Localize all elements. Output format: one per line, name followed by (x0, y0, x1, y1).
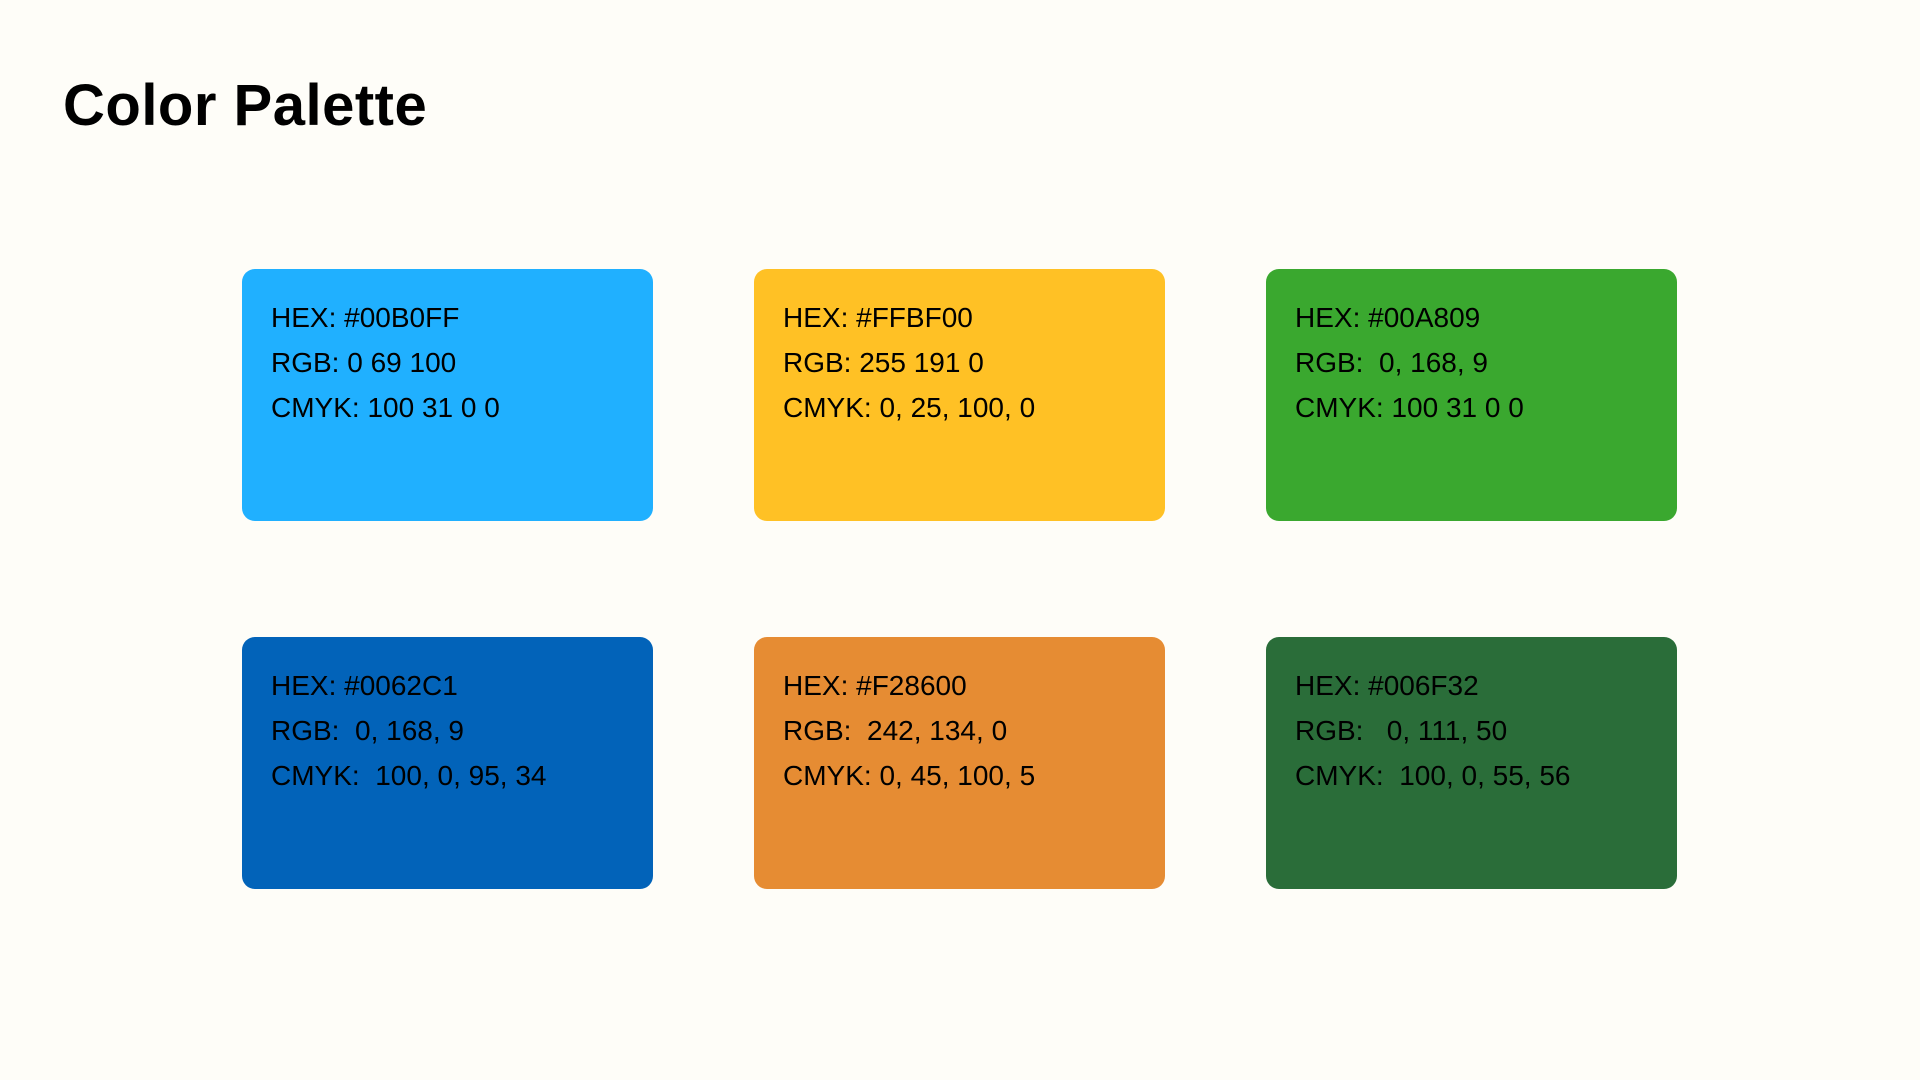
cmyk-value: CMYK: 100 31 0 0 (1295, 392, 1524, 423)
hex-value: HEX: #00B0FF (271, 302, 460, 333)
rgb-value: RGB: 0, 168, 9 (271, 715, 464, 746)
rgb-value: RGB: 0 69 100 (271, 347, 457, 378)
cmyk-value: CMYK: 0, 45, 100, 5 (783, 760, 1036, 791)
hex-value: HEX: #FFBF00 (783, 302, 973, 333)
rgb-value: RGB: 255 191 0 (783, 347, 984, 378)
color-swatch-card: HEX: #0062C1 RGB: 0, 168, 9 CMYK: 100, 0… (242, 637, 653, 889)
cmyk-value: CMYK: 100, 0, 55, 56 (1295, 760, 1571, 791)
hex-value: HEX: #0062C1 (271, 670, 458, 701)
rgb-value: RGB: 0, 111, 50 (1295, 715, 1508, 746)
rgb-value: RGB: 0, 168, 9 (1295, 347, 1488, 378)
color-swatch-card: HEX: #006F32 RGB: 0, 111, 50 CMYK: 100, … (1266, 637, 1677, 889)
rgb-value: RGB: 242, 134, 0 (783, 715, 1008, 746)
cmyk-value: CMYK: 100, 0, 95, 34 (271, 760, 547, 791)
hex-value: HEX: #00A809 (1295, 302, 1481, 333)
page-title: Color Palette (63, 73, 428, 138)
color-swatch-card: HEX: #00A809 RGB: 0, 168, 9 CMYK: 100 31… (1266, 269, 1677, 521)
hex-value: HEX: #F28600 (783, 670, 967, 701)
color-swatch-card: HEX: #F28600 RGB: 242, 134, 0 CMYK: 0, 4… (754, 637, 1165, 889)
cmyk-value: CMYK: 0, 25, 100, 0 (783, 392, 1036, 423)
hex-value: HEX: #006F32 (1295, 670, 1479, 701)
color-swatch-card: HEX: #00B0FF RGB: 0 69 100 CMYK: 100 31 … (242, 269, 653, 521)
cmyk-value: CMYK: 100 31 0 0 (271, 392, 500, 423)
color-swatch-card: HEX: #FFBF00 RGB: 255 191 0 CMYK: 0, 25,… (754, 269, 1165, 521)
